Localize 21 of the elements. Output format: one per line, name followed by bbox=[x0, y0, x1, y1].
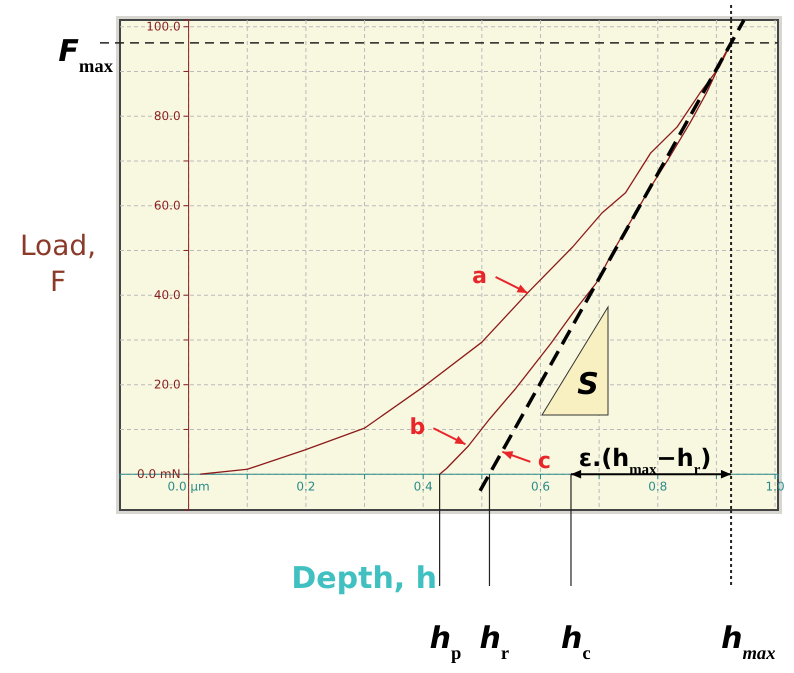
y-axis-title: Load, F bbox=[20, 229, 96, 298]
annotation: b bbox=[410, 415, 426, 440]
annotation: S bbox=[577, 367, 599, 402]
y-tick-label: 80.0 bbox=[154, 109, 181, 124]
annotation: h$_{r}$ bbox=[479, 621, 510, 664]
annotation: c bbox=[538, 448, 551, 474]
ref-line-label: h$_{max}$ bbox=[721, 621, 776, 664]
x-tick-label: 0.8 bbox=[648, 480, 668, 494]
y-tick-label: 100.0 bbox=[146, 20, 181, 34]
x-tick-label: 0.0 µm bbox=[168, 480, 210, 494]
x-tick-label: 0.4 bbox=[414, 480, 433, 494]
y-tick-label: 20.0 bbox=[154, 378, 181, 392]
y-tick-label: 40.0 bbox=[154, 288, 181, 302]
ref-line-label: h$_{c}$ bbox=[560, 621, 591, 664]
x-tick-label: 0.6 bbox=[530, 480, 550, 494]
annotation: h$_{p}$ bbox=[430, 621, 462, 664]
x-tick-label: 0.2 bbox=[296, 480, 316, 494]
x-axis-title: Depth, h bbox=[291, 561, 437, 596]
y-tick-label: 60.0 bbox=[154, 198, 181, 213]
ref-line-label: F$_{max}$ bbox=[58, 34, 114, 76]
annotation: a bbox=[472, 264, 488, 289]
